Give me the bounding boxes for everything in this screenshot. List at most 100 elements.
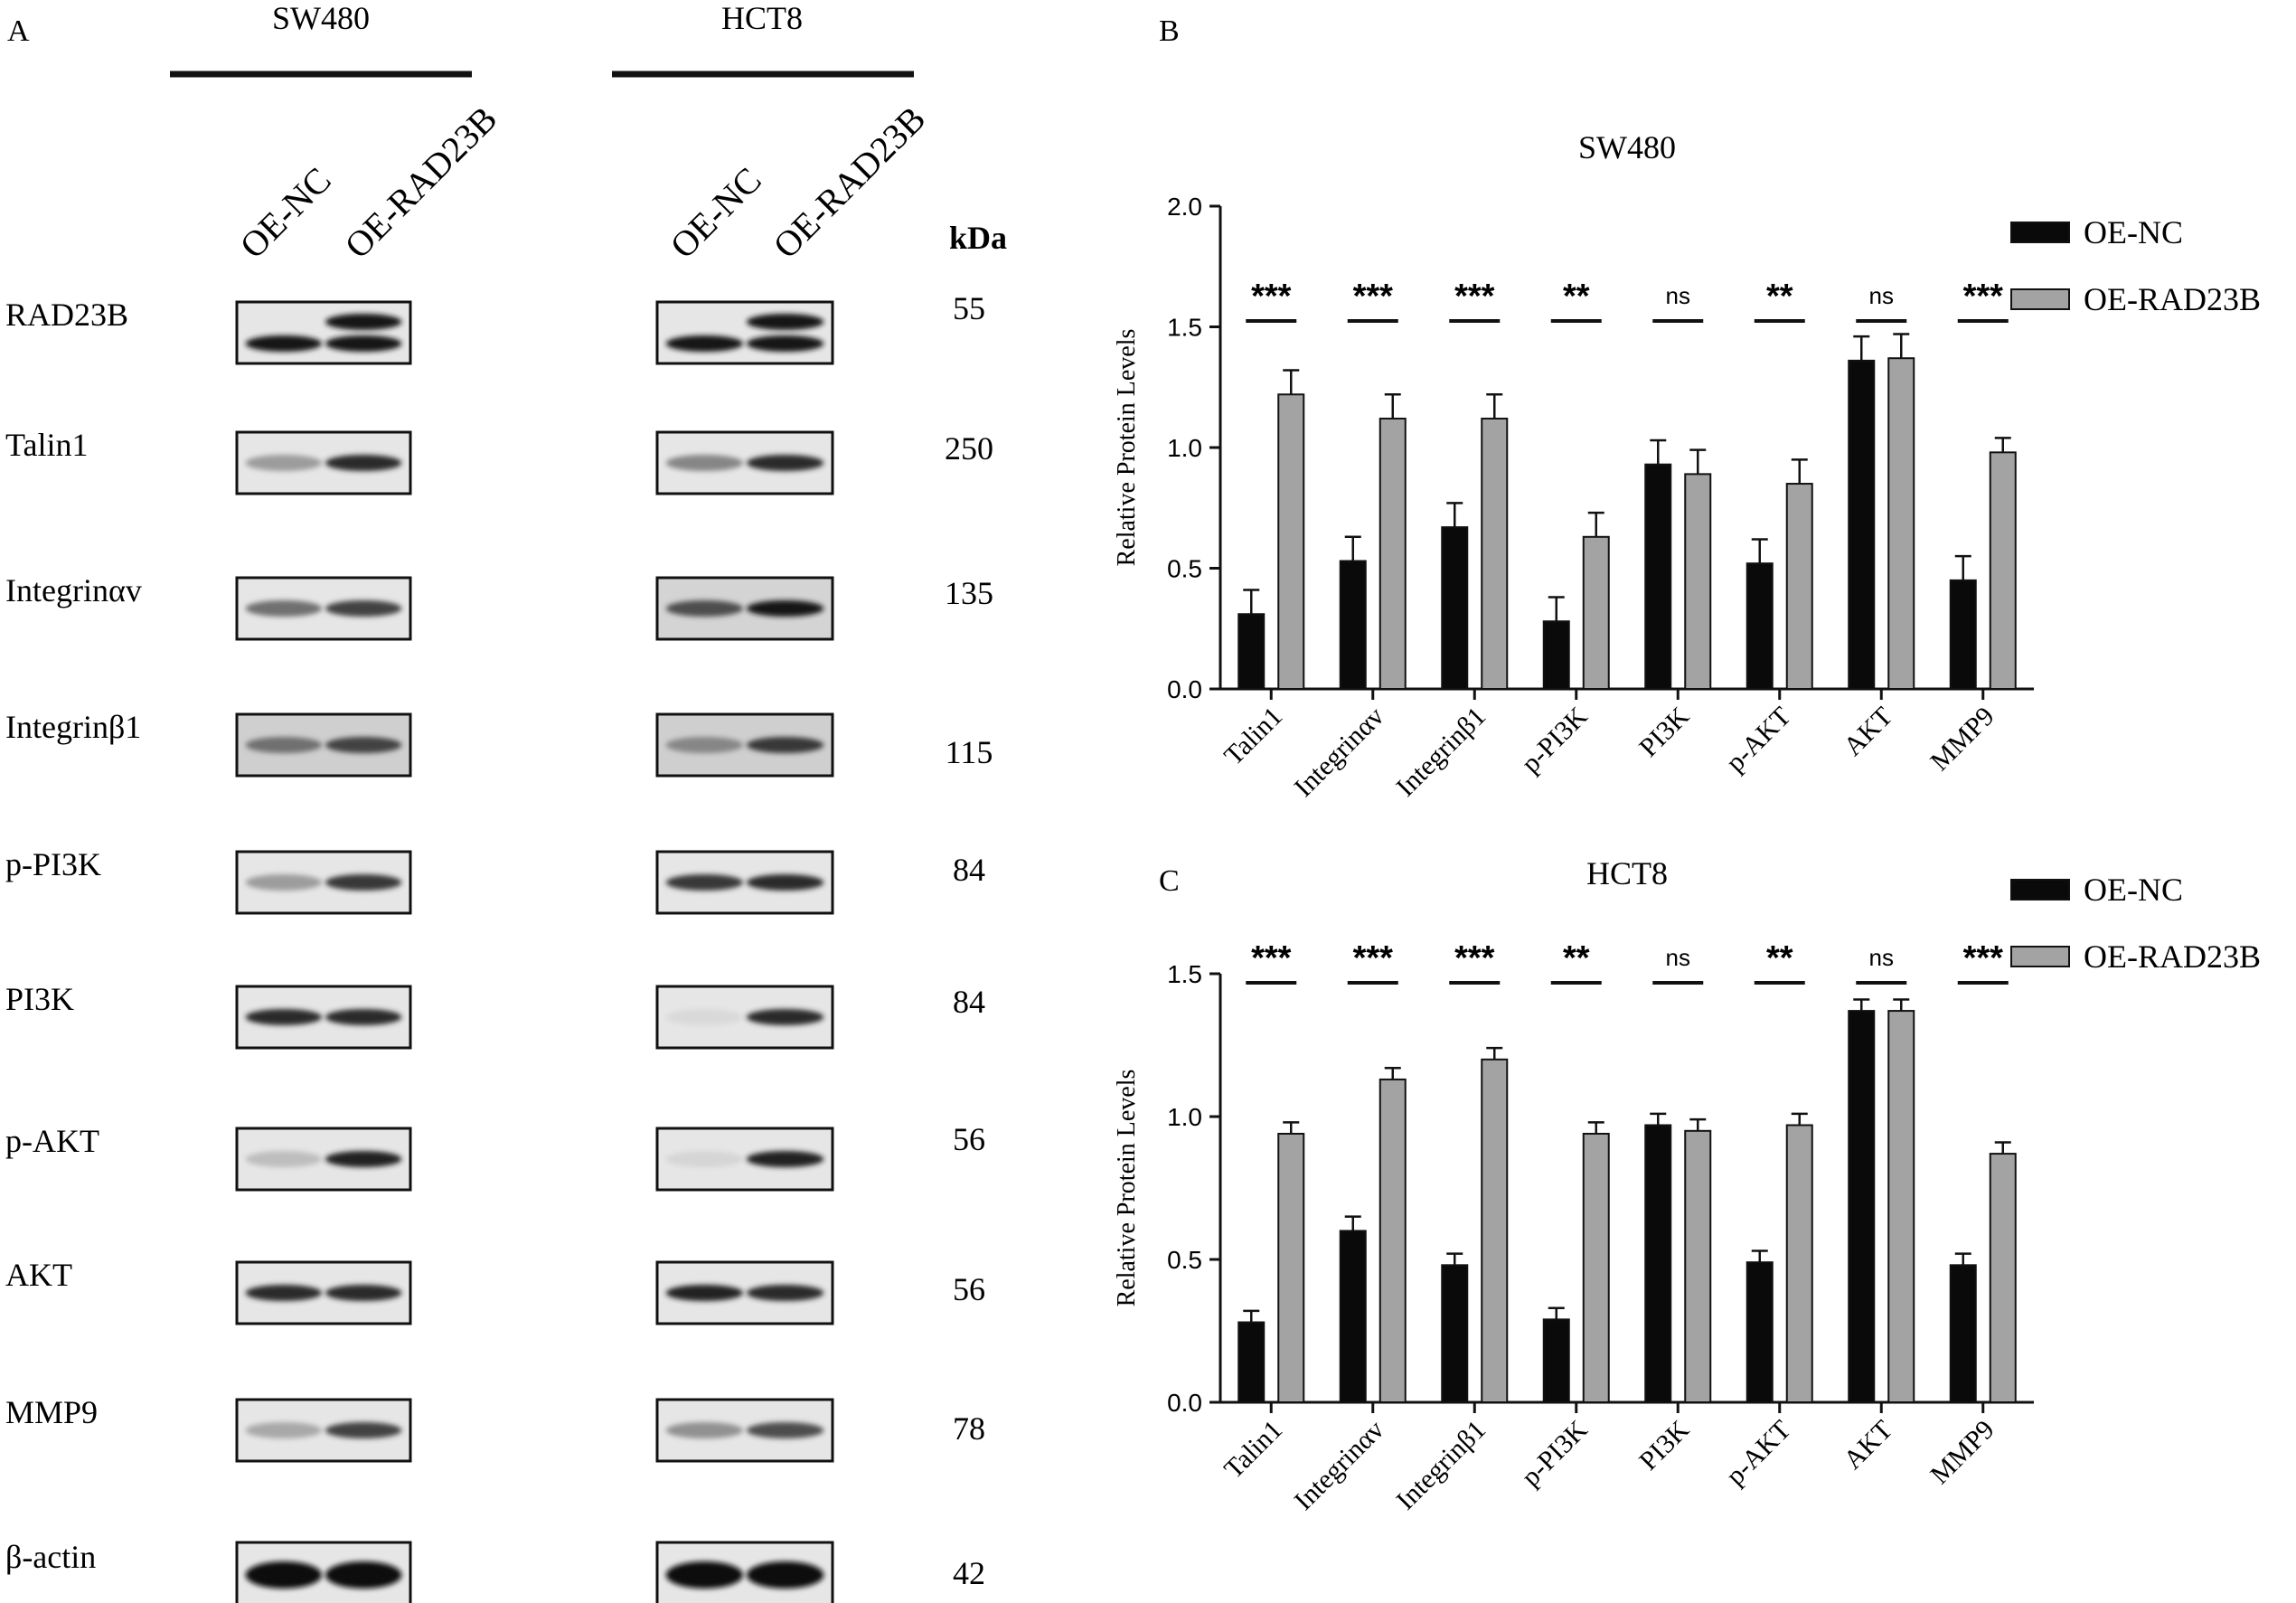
category-label-7: MMP9: [1924, 702, 2000, 777]
category-label-0: Talin1: [1219, 1415, 1288, 1485]
chart-b-sw480: SW480 Relative Protein Levels 0.0 0.5 1.0 1.5…: [1113, 129, 2261, 803]
legend-swatch-oe-nc: [2010, 222, 2070, 243]
band-sw480-4-oe-nc: [245, 874, 323, 891]
chart-title: SW480: [1578, 129, 1676, 165]
band-upper-sw480-rad23b: [325, 314, 402, 330]
bar-oe-nc-1: [1339, 1230, 1367, 1404]
y-tick-label: 0.5: [1167, 1246, 1202, 1274]
band-sw480-5-oe-nc: [245, 1009, 323, 1025]
band-sw480-7-oe-rad23b: [325, 1285, 402, 1301]
bar-oe-rad23b-2: [1481, 1058, 1509, 1404]
kda-value-4: 84: [953, 852, 985, 888]
significance-mark-3: **: [1563, 278, 1590, 316]
lane-label-sw480-oe-rad23b: OE-RAD23B: [337, 99, 505, 267]
bar-oe-rad23b-2: [1481, 417, 1509, 690]
blot-box-sw480-0: [235, 300, 412, 365]
band-sw480-0-oe-rad23b: [325, 335, 402, 352]
bar-oe-rad23b-0: [1277, 393, 1305, 690]
bar-oe-rad23b-1: [1379, 417, 1407, 690]
bar-oe-rad23b-6: [1887, 1010, 1915, 1403]
lane-label-hct8-oe-rad23b: OE-RAD23B: [766, 99, 934, 267]
chart-title: HCT8: [1586, 855, 1668, 891]
band-sw480-1-oe-nc: [245, 455, 323, 471]
y-axis-label: Relative Protein Levels: [1113, 1070, 1141, 1307]
category-label-1: Integrinαv: [1288, 702, 1389, 803]
blot-box-hct8-0: [655, 300, 834, 365]
category-label-5: p-AKT: [1720, 702, 1797, 778]
bar-oe-nc-4: [1644, 463, 1672, 690]
bar-oe-nc-6: [1848, 1010, 1876, 1403]
band-hct8-5-oe-nc: [665, 1009, 744, 1025]
significance-mark-0: ***: [1251, 939, 1292, 977]
significance-mark-7: ***: [1963, 939, 2004, 977]
bar-oe-nc-0: [1237, 1321, 1266, 1404]
protein-label-9: β-actin: [5, 1539, 96, 1575]
protein-label-8: MMP9: [5, 1394, 98, 1430]
band-hct8-4-oe-rad23b: [746, 874, 824, 891]
bar-oe-nc-6: [1848, 359, 1876, 690]
band-upper-hct8-rad23b: [746, 314, 824, 330]
band-sw480-3-oe-nc: [245, 737, 323, 753]
band-sw480-9-oe-nc: [245, 1561, 323, 1589]
band-hct8-4-oe-nc: [665, 874, 744, 891]
y-axis-label: Relative Protein Levels: [1113, 329, 1141, 567]
y-tick-label: 2.0: [1167, 193, 1202, 221]
band-hct8-1-oe-rad23b: [746, 455, 824, 471]
significance-mark-1: ***: [1353, 278, 1394, 316]
bar-oe-rad23b-3: [1582, 535, 1610, 690]
category-label-3: p-PI3K: [1516, 701, 1594, 778]
kda-value-0: 55: [953, 290, 985, 326]
significance-mark-0: ***: [1251, 278, 1292, 316]
category-label-4: PI3K: [1633, 701, 1695, 762]
bar-oe-nc-0: [1237, 613, 1266, 690]
band-hct8-7-oe-rad23b: [746, 1285, 824, 1301]
band-hct8-2-oe-nc: [665, 600, 744, 617]
protein-label-5: PI3K: [5, 981, 74, 1017]
band-hct8-5-oe-rad23b: [746, 1009, 824, 1025]
category-label-6: AKT: [1838, 702, 1898, 762]
significance-mark-7: ***: [1963, 278, 2004, 316]
protein-label-2: Integrinαv: [5, 572, 142, 608]
band-sw480-1-oe-rad23b: [325, 455, 402, 471]
kda-header: kDa: [949, 220, 1007, 256]
protein-label-6: p-AKT: [5, 1123, 99, 1159]
bar-oe-rad23b-3: [1582, 1132, 1610, 1403]
kda-value-2: 135: [945, 575, 993, 611]
band-sw480-6-oe-nc: [245, 1151, 323, 1167]
kda-value-1: 250: [945, 430, 993, 467]
category-label-1: Integrinαv: [1288, 1415, 1389, 1516]
band-hct8-6-oe-nc: [665, 1151, 744, 1167]
band-hct8-0-oe-nc: [665, 335, 744, 352]
band-hct8-0-oe-rad23b: [746, 335, 824, 352]
band-hct8-8-oe-rad23b: [746, 1422, 824, 1438]
lane-label-sw480-oe-nc: OE-NC: [232, 159, 339, 266]
bar-oe-nc-5: [1746, 562, 1774, 690]
legend-label-oe-rad23b: OE-RAD23B: [2084, 938, 2261, 975]
y-tick-label: 0.0: [1167, 675, 1202, 703]
band-hct8-3-oe-rad23b: [746, 737, 824, 753]
bar-oe-rad23b-7: [1989, 1153, 2017, 1403]
legend-swatch-oe-nc: [2010, 879, 2070, 901]
band-sw480-2-oe-nc: [245, 600, 323, 617]
kda-value-9: 42: [953, 1555, 985, 1591]
band-hct8-8-oe-nc: [665, 1422, 744, 1438]
lane-label-hct8-oe-nc: OE-NC: [663, 159, 769, 266]
cell-line-label-sw480: SW480: [272, 0, 370, 36]
protein-label-1: Talin1: [5, 427, 88, 463]
kda-value-3: 115: [946, 734, 993, 770]
bar-oe-rad23b-5: [1785, 483, 1813, 690]
y-tick-label: 0.5: [1167, 555, 1202, 583]
significance-mark-4: ns: [1666, 944, 1690, 971]
y-tick-label: 1.5: [1167, 960, 1202, 988]
band-sw480-8-oe-rad23b: [325, 1422, 402, 1438]
kda-value-6: 56: [953, 1121, 985, 1157]
band-sw480-6-oe-rad23b: [325, 1151, 402, 1167]
band-sw480-8-oe-nc: [245, 1422, 323, 1438]
y-tick-label: 0.0: [1167, 1389, 1202, 1417]
band-hct8-7-oe-nc: [665, 1285, 744, 1301]
category-label-5: p-AKT: [1720, 1415, 1797, 1492]
bar-oe-nc-4: [1644, 1124, 1672, 1403]
category-label-0: Talin1: [1219, 702, 1288, 771]
category-label-6: AKT: [1838, 1415, 1898, 1476]
